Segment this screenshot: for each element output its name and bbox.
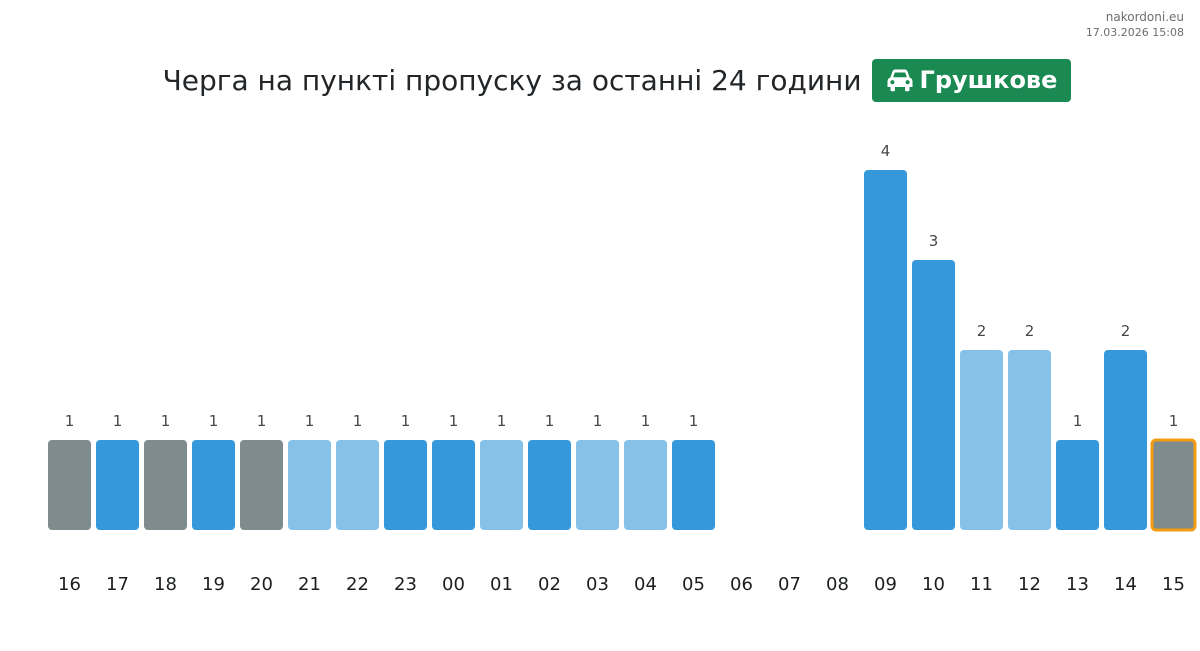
x-tick-label: 13 [1066,574,1089,595]
bar [1104,350,1147,530]
x-tick-label: 03 [586,574,609,595]
bar-value-label: 2 [1121,322,1131,340]
x-tick-label: 23 [394,574,417,595]
bar [624,440,667,530]
x-tick-label: 02 [538,574,561,595]
bar [912,260,955,530]
checkpoint-name: Грушкове [919,66,1058,94]
x-tick-label: 01 [490,574,513,595]
car-icon [887,69,913,92]
bar-value-label: 2 [977,322,987,340]
bar [48,440,91,530]
bar-value-label: 3 [929,232,939,250]
x-tick-label: 19 [202,574,225,595]
bar-value-label: 1 [449,412,459,430]
bar-value-label: 1 [545,412,555,430]
x-tick-label: 17 [106,574,129,595]
timestamp: 17.03.2026 15:08 [1085,26,1184,39]
x-tick-label: 05 [682,574,705,595]
bar-value-label: 4 [881,142,891,160]
bar-value-label: 1 [641,412,651,430]
bar-value-label: 1 [257,412,267,430]
chart-title: Черга на пункті пропуску за останні 24 г… [162,63,862,97]
x-tick-label: 18 [154,574,177,595]
bar-value-label: 1 [209,412,219,430]
bar-value-label: 1 [113,412,123,430]
bar-value-label: 1 [1169,412,1179,430]
bar-value-label: 1 [1073,412,1083,430]
bar [192,440,235,530]
bar [384,440,427,530]
x-tick-label: 15 [1162,574,1185,595]
bar-value-label: 1 [593,412,603,430]
bar [864,170,907,530]
x-tick-label: 06 [730,574,753,595]
bar [672,440,715,530]
bar [144,440,187,530]
x-tick-label: 09 [874,574,897,595]
bar [288,440,331,530]
checkpoint-badge: Грушкове [871,58,1072,102]
bar-value-label: 1 [161,412,171,430]
x-tick-label: 16 [58,574,81,595]
x-tick-label: 04 [634,574,657,595]
bar [336,440,379,530]
x-tick-label: 10 [922,574,945,595]
x-tick-label: 20 [250,574,273,595]
site-domain: nakordoni.eu [1105,10,1184,24]
x-tick-label: 22 [346,574,369,595]
x-tick-label: 11 [970,574,993,595]
bar [432,440,475,530]
x-tick-label: 21 [298,574,321,595]
site-info: nakordoni.eu 17.03.2026 15:08 [1086,10,1184,40]
bar-value-label: 1 [497,412,507,430]
bar [1008,350,1051,530]
bar [240,440,283,530]
bar-current-hour [1150,438,1197,532]
chart-header: Черга на пункті пропуску за останні 24 г… [0,58,1200,102]
bar-value-label: 1 [353,412,363,430]
bar-value-label: 1 [401,412,411,430]
bar [96,440,139,530]
x-tick-label: 07 [778,574,801,595]
bar-value-label: 2 [1025,322,1035,340]
bar [576,440,619,530]
bar-value-label: 1 [689,412,699,430]
bar [528,440,571,530]
bar-value-label: 1 [305,412,315,430]
x-tick-label: 14 [1114,574,1137,595]
x-tick-label: 12 [1018,574,1041,595]
bar [960,350,1003,530]
x-tick-label: 08 [826,574,849,595]
bar-value-label: 1 [65,412,75,430]
bar [480,440,523,530]
bar [1056,440,1099,530]
x-tick-label: 00 [442,574,465,595]
